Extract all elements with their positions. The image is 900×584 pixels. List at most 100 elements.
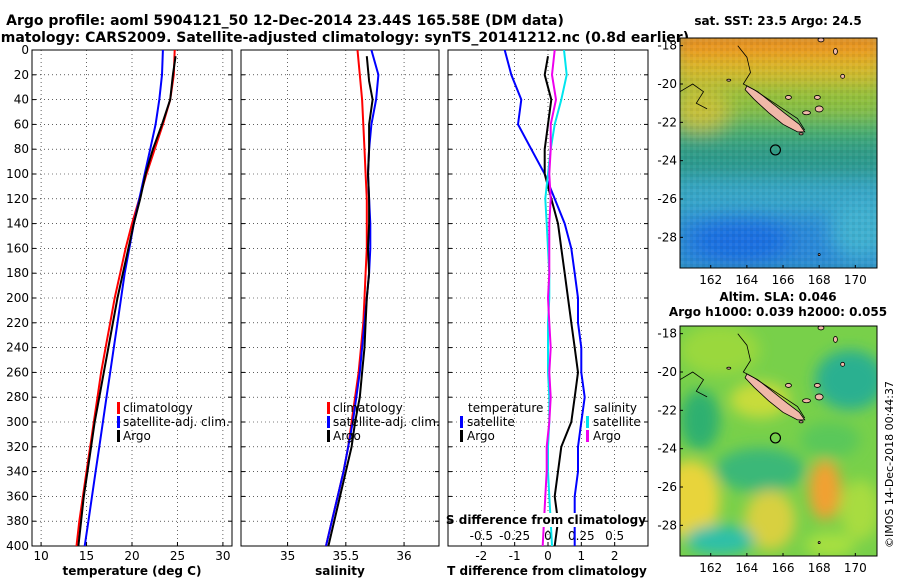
depth-tick-label: 100 (6, 167, 29, 181)
island (802, 398, 811, 404)
s-tick-label: 0 (544, 529, 552, 543)
x-tick-label: 20 (124, 549, 139, 563)
island (814, 105, 824, 113)
sla-map-frame (679, 325, 878, 557)
sla-map-title-1: Altim. SLA: 0.046 (719, 290, 836, 304)
longitude-tick-label: 170 (844, 273, 867, 287)
depth-tick-label: 320 (6, 440, 29, 454)
sst-map-title: sat. SST: 23.5 Argo: 24.5 (694, 14, 861, 28)
sst-map-latitude-ticks: -18 -20 -22 -24 -26 -28 (657, 39, 683, 244)
longitude-tick-label: 162 (699, 561, 722, 575)
legend-argo: Argo (333, 429, 361, 443)
s-tick-label: -0.25 (499, 529, 530, 543)
t-difference-axis-ticks: -2 -1 0 1 2 (475, 549, 618, 563)
depth-tick-label: 220 (6, 316, 29, 330)
difference-legend: temperature satellite Argo salinity sate… (460, 401, 641, 443)
legend-satellite-swatch (327, 416, 330, 428)
depth-tick-label: 360 (6, 489, 29, 503)
depth-tick-label: 80 (14, 142, 29, 156)
longitude-tick-label: 166 (772, 273, 795, 287)
sst-map-coastline (680, 38, 846, 256)
x-tick-label: 0 (544, 549, 552, 563)
longitude-tick-label: 168 (808, 561, 831, 575)
legend-t-argo: Argo (467, 429, 495, 443)
island (785, 95, 792, 100)
legend-t-satellite: satellite (467, 415, 515, 429)
latitude-tick-label: -24 (657, 154, 677, 168)
island (817, 541, 821, 544)
island (813, 383, 821, 388)
x-tick-label: 35.5 (332, 549, 359, 563)
depth-tick-label: 60 (14, 117, 29, 131)
legend-salinity-title: salinity (594, 401, 637, 415)
island (802, 110, 811, 116)
latitude-tick-label: -18 (657, 39, 677, 53)
depth-tick-label: 40 (14, 93, 29, 107)
sst-map-argo-location (769, 144, 782, 156)
sla-map: Altim. SLA: 0.046 Argo h1000: 0.039 h200… (657, 290, 887, 575)
new-caledonia-island (744, 85, 806, 133)
depth-tick-label: 0 (21, 43, 29, 57)
series-line-argo (77, 56, 177, 546)
depth-tick-label: 280 (6, 390, 29, 404)
series-line-temperature-satellite (503, 50, 586, 546)
legend-satellite-adj: satellite-adj. clim. (333, 415, 440, 429)
latitude-tick-label: -28 (657, 230, 677, 244)
depth-tick-label: 160 (6, 241, 29, 255)
depth-axis-ticks: 0 20 40 60 80 100 120 140 160 180 200 220 240 260 280 3… (6, 43, 29, 553)
x-tick-label: 2 (611, 549, 619, 563)
latitude-tick-label: -26 (657, 480, 677, 494)
legend-climatology-swatch (327, 402, 330, 414)
depth-tick-label: 300 (6, 415, 29, 429)
s-difference-label-bg (458, 513, 634, 527)
island (798, 420, 804, 424)
s-tick-label: 0.5 (605, 529, 624, 543)
x-tick-label: 10 (33, 549, 48, 563)
x-tick-label: 35 (280, 549, 295, 563)
x-tick-label: 15 (79, 549, 94, 563)
longitude-tick-label: 162 (699, 273, 722, 287)
legend-s-satellite: satellite (593, 415, 641, 429)
longitude-tick-label: 170 (844, 561, 867, 575)
depth-tick-label: 200 (6, 291, 29, 305)
x-tick-label: 1 (578, 549, 586, 563)
temperature-axis-ticks: 10 15 20 25 30 (33, 549, 230, 563)
series-line-salinity-satellite (544, 50, 568, 546)
island (833, 336, 838, 343)
salinity-panel: 35 35.5 36 salinity climatology satellite-… (240, 49, 440, 578)
island (798, 132, 804, 136)
depth-tick-label: 260 (6, 365, 29, 379)
sla-map-latitude-ticks: -18 -20 -22 -24 -26 -28 (657, 327, 683, 532)
legend-s-argo-swatch (586, 430, 589, 442)
longitude-tick-label: 164 (735, 561, 758, 575)
sst-map: sat. SST: 23.5 Argo: 24.5 162 164 166 168 17… (657, 14, 878, 287)
salinity-grid (241, 49, 439, 547)
legend-t-satellite-swatch (460, 416, 463, 428)
temperature-legend: climatology satellite-adj. clim. Argo (117, 401, 230, 443)
reef-outline (680, 371, 708, 398)
x-tick-label: -2 (475, 549, 487, 563)
x-tick-label: 36 (396, 549, 411, 563)
temperature-grid (32, 49, 232, 547)
x-tick-label: 25 (170, 549, 185, 563)
island (817, 326, 825, 331)
legend-t-argo-swatch (460, 430, 463, 442)
s-tick-label: -0.5 (470, 529, 493, 543)
legend-climatology: climatology (123, 401, 193, 415)
reef-outline (737, 45, 806, 131)
island (840, 73, 846, 79)
depth-tick-label: 180 (6, 266, 29, 280)
island (785, 383, 792, 388)
legend-temperature-title: temperature (468, 401, 543, 415)
salinity-axis-ticks: 35 35.5 36 (280, 549, 412, 563)
depth-tick-label: 340 (6, 465, 29, 479)
island (814, 393, 824, 401)
new-caledonia-island (744, 373, 806, 421)
credit-stamp: ©IMOS 14-Dec-2018 00:44:37 (883, 381, 896, 548)
series-line-argo (327, 56, 374, 546)
island (817, 38, 825, 43)
series-line-salinity-argo (541, 50, 558, 546)
sst-map-frame (679, 37, 878, 269)
sla-map-coastline (680, 326, 846, 544)
